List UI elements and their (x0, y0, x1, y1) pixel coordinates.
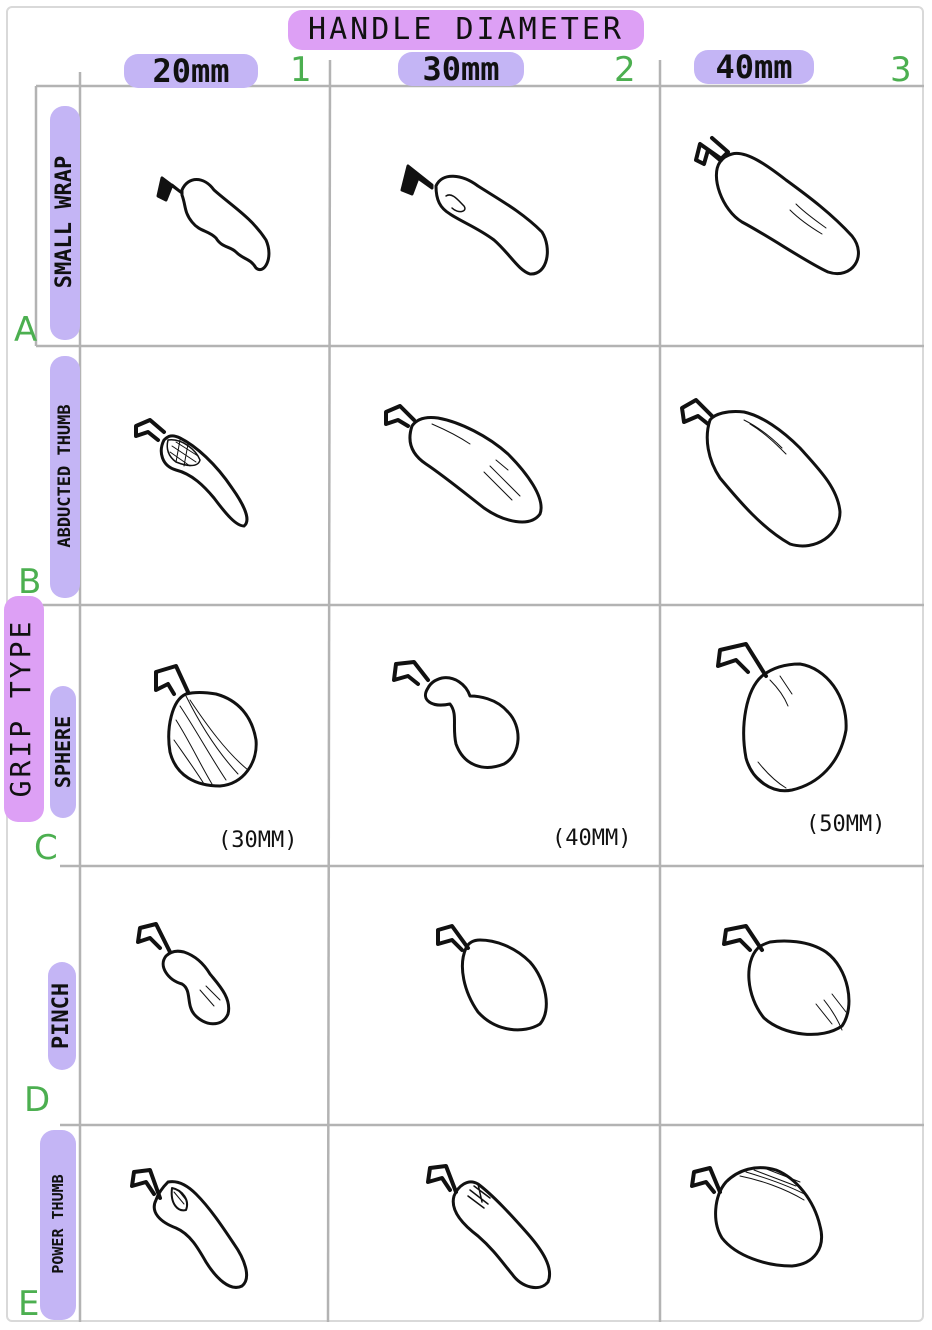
handle-abducted-thumb-20mm (134, 418, 249, 528)
row-d-highlight (48, 962, 76, 1070)
col3-label: 40mm (715, 48, 793, 86)
row-c-label: SPHERE (51, 715, 75, 789)
row-b-label: ABDUCTED THUMB (55, 404, 75, 548)
handle-power-thumb-40mm (690, 1166, 823, 1268)
col2-label: 30mm (422, 50, 500, 88)
handle-abducted-thumb-30mm (384, 404, 543, 524)
col1-highlight (124, 54, 258, 88)
col3-index: 3 (890, 50, 912, 90)
row-e-letter: E (18, 1284, 40, 1324)
row-a-letter: A (14, 310, 38, 350)
handle-small-wrap-30mm (400, 164, 549, 276)
sphere-size-30mm: (40MM) (552, 826, 632, 851)
handle-pinch-30mm (436, 924, 548, 1032)
handle-sphere-20mm (154, 664, 258, 788)
row-d-label: PINCH (49, 982, 74, 1050)
handle-pinch-20mm (136, 922, 231, 1026)
col1-index: 1 (290, 50, 312, 90)
row-c-letter: C (34, 828, 58, 868)
header-title-highlight (288, 10, 644, 50)
side-title-highlight (4, 596, 44, 822)
handle-power-thumb-20mm (130, 1168, 248, 1289)
handle-small-wrap-20mm (156, 176, 271, 272)
handle-sphere-40mm (716, 642, 848, 793)
row-c-highlight (50, 686, 76, 818)
sphere-size-40mm: (50MM) (806, 812, 886, 837)
handle-sphere-30mm (392, 660, 520, 769)
row-a-highlight (50, 106, 80, 340)
row-e-highlight (40, 1130, 76, 1320)
handle-small-wrap-40mm (694, 136, 860, 276)
row-e-label: POWER THUMB (49, 1174, 67, 1274)
grid-lines (34, 59, 924, 1323)
row-b-letter: B (18, 562, 42, 602)
row-a-label: SMALL WRAP (52, 155, 77, 289)
header-title: HANDLE DIAMETER (308, 12, 624, 47)
side-title: GRIP TYPE (4, 618, 37, 798)
handle-pinch-40mm (722, 924, 851, 1036)
handle-power-thumb-30mm (426, 1164, 551, 1290)
col3-highlight (694, 50, 814, 84)
row-d-letter: D (24, 1080, 51, 1120)
row-b-highlight (50, 356, 80, 598)
col2-index: 2 (614, 50, 636, 90)
sphere-size-20mm: (30MM) (218, 828, 298, 853)
col2-highlight (398, 52, 524, 86)
handle-abducted-thumb-40mm (680, 398, 842, 548)
col1-label: 20mm (152, 52, 230, 90)
